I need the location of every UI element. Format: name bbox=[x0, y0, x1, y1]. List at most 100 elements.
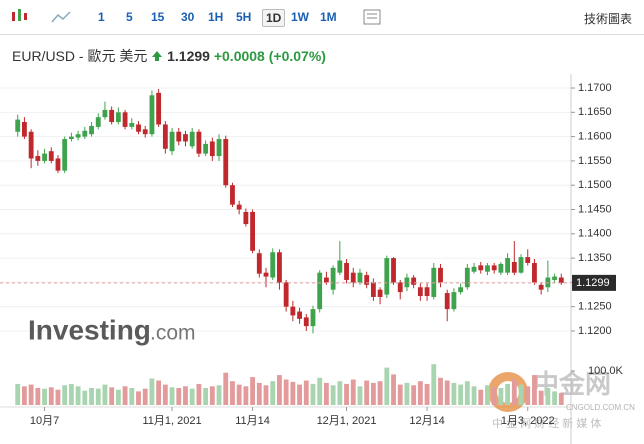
logo: Investing .com bbox=[28, 314, 196, 345]
symbol: EUR/USD - 歐元 美元 bbox=[12, 48, 148, 64]
volume-bar bbox=[485, 385, 490, 405]
volume-bar bbox=[169, 387, 175, 405]
candle-body bbox=[236, 204, 242, 210]
volume-bar bbox=[230, 381, 235, 405]
candle-body bbox=[391, 258, 396, 283]
candle-body bbox=[42, 153, 47, 161]
candle-body bbox=[485, 265, 490, 272]
candle-body bbox=[330, 267, 336, 290]
interval-button[interactable]: 1M bbox=[320, 10, 337, 24]
candle-body bbox=[364, 275, 370, 285]
settings-icon[interactable] bbox=[362, 8, 384, 28]
interval-button[interactable]: 1W bbox=[291, 10, 309, 24]
volume-bar bbox=[558, 393, 564, 405]
volume-bar bbox=[142, 388, 148, 405]
candle-body bbox=[183, 134, 188, 142]
candle-body bbox=[323, 277, 329, 283]
volume-bar bbox=[209, 386, 215, 405]
candle-body bbox=[444, 293, 450, 310]
candle-body bbox=[310, 309, 316, 327]
volume-bar bbox=[290, 381, 296, 405]
price: 1.1299 bbox=[167, 48, 210, 64]
volume-bar bbox=[263, 385, 269, 405]
candle-body bbox=[162, 124, 168, 149]
candle-body bbox=[377, 289, 383, 297]
interval-button[interactable]: 1H bbox=[208, 10, 224, 24]
volume-bar bbox=[323, 382, 329, 405]
volume-bar bbox=[511, 379, 517, 405]
volume-bar bbox=[15, 383, 21, 405]
volume-bar bbox=[451, 382, 457, 405]
volume-bar bbox=[250, 377, 256, 405]
candle-body bbox=[136, 124, 141, 132]
volume-bar bbox=[156, 380, 162, 405]
candle-body bbox=[397, 282, 403, 293]
x-tick-label: 1月3, 2022 bbox=[501, 415, 555, 427]
y-tick-label: 1.1550 bbox=[578, 155, 612, 167]
candle-body bbox=[350, 272, 356, 283]
y-tick-label: 1.1600 bbox=[578, 131, 612, 143]
volume-bar bbox=[377, 381, 383, 405]
change: +0.0008 bbox=[213, 48, 265, 64]
volume-bar bbox=[162, 384, 168, 405]
volume-bar bbox=[89, 388, 94, 405]
candle-body bbox=[216, 139, 222, 157]
up-arrow bbox=[152, 51, 163, 61]
candle-body bbox=[344, 262, 349, 280]
volume-bar bbox=[478, 389, 484, 405]
volume-bar bbox=[330, 385, 336, 405]
interval-button[interactable]: 1 bbox=[98, 10, 105, 24]
candle-body bbox=[89, 125, 94, 135]
candle-body bbox=[48, 151, 54, 161]
volume-bar bbox=[75, 386, 81, 405]
interval-button[interactable]: 5H bbox=[236, 10, 252, 24]
candle-body bbox=[82, 130, 88, 137]
interval-button[interactable]: 1D bbox=[262, 9, 286, 27]
volume-bar bbox=[552, 391, 557, 405]
volume-bar bbox=[277, 375, 282, 405]
volume-bar bbox=[95, 388, 101, 405]
candle-body bbox=[109, 109, 115, 123]
volume-bar bbox=[518, 384, 524, 405]
candle-body bbox=[95, 117, 101, 127]
candle-body bbox=[438, 267, 443, 283]
candle-body bbox=[357, 272, 363, 283]
interval-button[interactable]: 30 bbox=[181, 10, 195, 24]
x-tick-label: 10月7 bbox=[30, 415, 59, 427]
interval-button[interactable]: 5 bbox=[126, 10, 133, 24]
volume-bar bbox=[176, 388, 182, 405]
volume-bar bbox=[538, 390, 544, 405]
volume-bar bbox=[122, 386, 128, 405]
candle-body bbox=[525, 257, 531, 263]
volume-bar bbox=[236, 384, 242, 405]
candle-body bbox=[156, 92, 162, 125]
volume-bar bbox=[391, 374, 396, 405]
volume-bar bbox=[256, 382, 262, 405]
volume-bar bbox=[424, 383, 430, 405]
candle-body bbox=[451, 292, 457, 310]
interval-button[interactable]: 15 bbox=[151, 10, 165, 24]
instrument-header: EUR/USD - 歐元 美元 1.1299 +0.0008 (+0.07%) bbox=[12, 46, 326, 66]
volume-bar bbox=[149, 378, 155, 405]
volume-bar bbox=[136, 391, 141, 405]
candle-body bbox=[35, 156, 41, 161]
watermark-site: CNGOLD.COM.CN bbox=[566, 403, 635, 412]
candle-body bbox=[250, 211, 256, 251]
volume-bar bbox=[102, 384, 108, 405]
x-tick-label: 12月14 bbox=[409, 415, 444, 427]
volume-bar bbox=[82, 390, 88, 405]
candle-body bbox=[290, 306, 296, 316]
volume-bar bbox=[458, 384, 464, 405]
candle-body bbox=[223, 139, 229, 186]
volume-bar bbox=[411, 385, 417, 405]
volume-bar bbox=[297, 384, 302, 405]
volume-bar bbox=[431, 364, 437, 405]
y-tick-label: 1.1700 bbox=[578, 82, 612, 94]
volume-bar bbox=[498, 388, 504, 405]
candle-body bbox=[176, 131, 182, 142]
volume-bar bbox=[189, 388, 195, 405]
candle-body bbox=[297, 311, 302, 319]
volume-bar bbox=[270, 381, 276, 405]
technical-chart-button[interactable]: 技術圖表 bbox=[583, 12, 632, 26]
candle-body bbox=[142, 129, 148, 135]
